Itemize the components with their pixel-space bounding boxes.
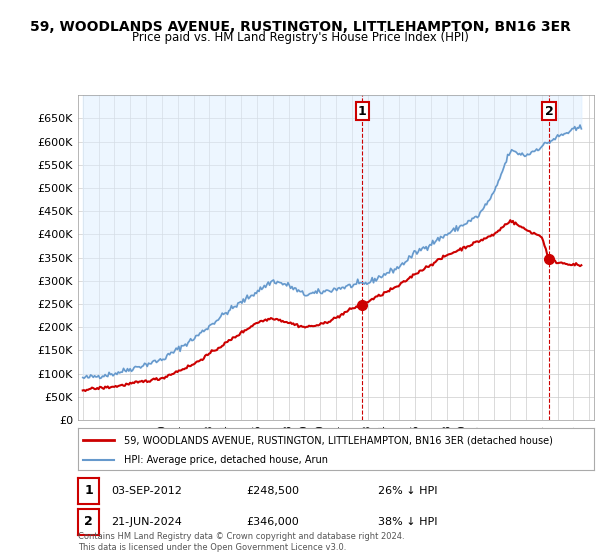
Text: Price paid vs. HM Land Registry's House Price Index (HPI): Price paid vs. HM Land Registry's House … xyxy=(131,31,469,44)
Text: 21-JUN-2024: 21-JUN-2024 xyxy=(111,517,182,527)
Text: £346,000: £346,000 xyxy=(246,517,299,527)
Text: 38% ↓ HPI: 38% ↓ HPI xyxy=(378,517,437,527)
Text: 2: 2 xyxy=(545,105,554,118)
Text: 1: 1 xyxy=(84,484,93,497)
Text: Contains HM Land Registry data © Crown copyright and database right 2024.
This d: Contains HM Land Registry data © Crown c… xyxy=(78,532,404,552)
Text: 26% ↓ HPI: 26% ↓ HPI xyxy=(378,486,437,496)
Text: 1: 1 xyxy=(358,105,367,118)
Text: HPI: Average price, detached house, Arun: HPI: Average price, detached house, Arun xyxy=(124,455,328,465)
Text: £248,500: £248,500 xyxy=(246,486,299,496)
Text: 59, WOODLANDS AVENUE, RUSTINGTON, LITTLEHAMPTON, BN16 3ER: 59, WOODLANDS AVENUE, RUSTINGTON, LITTLE… xyxy=(29,20,571,34)
Text: 2: 2 xyxy=(84,515,93,528)
Text: 03-SEP-2012: 03-SEP-2012 xyxy=(111,486,182,496)
Text: 59, WOODLANDS AVENUE, RUSTINGTON, LITTLEHAMPTON, BN16 3ER (detached house): 59, WOODLANDS AVENUE, RUSTINGTON, LITTLE… xyxy=(124,435,553,445)
